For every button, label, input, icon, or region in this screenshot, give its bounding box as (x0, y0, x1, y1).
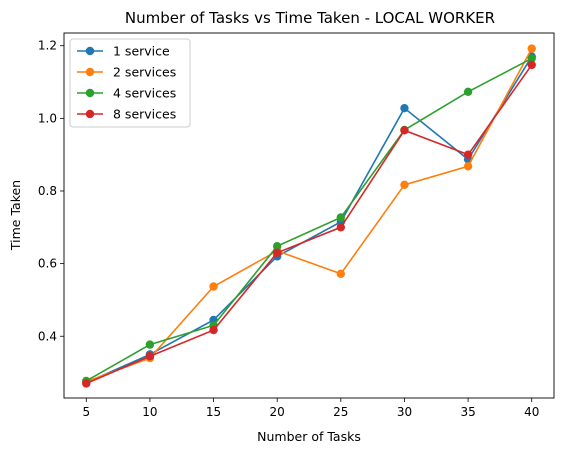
x-tick-label: 40 (524, 405, 539, 419)
data-point-4-services (464, 88, 472, 96)
y-tick-label: 0.4 (38, 329, 57, 343)
chart-title: Number of Tasks vs Time Taken - LOCAL WO… (125, 9, 495, 27)
x-tick-label: 25 (333, 405, 348, 419)
data-point-2-services (464, 162, 472, 170)
legend-label: 4 services (113, 86, 176, 101)
legend-label: 8 services (113, 107, 176, 122)
data-point-8-services (82, 379, 90, 387)
y-tick-label: 1.0 (38, 111, 57, 125)
data-point-8-services (337, 223, 345, 231)
x-tick-label: 35 (460, 405, 475, 419)
data-point-2-services (209, 282, 217, 290)
y-tick-label: 0.6 (38, 257, 57, 271)
data-point-1-service (400, 104, 408, 112)
legend: 1 service 2 services 4 services 8 services (70, 39, 190, 127)
data-point-8-services (400, 126, 408, 134)
x-tick-label: 20 (270, 405, 285, 419)
legend-label: 1 service (113, 44, 170, 59)
y-tick-label: 0.8 (38, 184, 57, 198)
data-point-2-services (337, 270, 345, 278)
x-tick-label: 5 (82, 405, 90, 419)
y-axis: 0.4 0.6 0.8 1.0 1.2 (38, 39, 64, 344)
legend-dot-marker (86, 68, 94, 76)
data-point-8-services (146, 352, 154, 360)
data-point-8-services (273, 249, 281, 257)
y-tick-label: 1.2 (38, 39, 57, 53)
legend-dot-marker (86, 47, 94, 55)
x-tick-label: 15 (206, 405, 221, 419)
legend-dot-marker (86, 110, 94, 118)
legend-dot-marker (86, 89, 94, 97)
data-point-2-services (528, 44, 536, 52)
x-tick-label: 10 (142, 405, 157, 419)
x-tick-label: 30 (397, 405, 412, 419)
data-point-4-services (337, 213, 345, 221)
x-axis: 5 10 15 20 25 30 35 40 (82, 398, 539, 419)
data-point-4-services (146, 340, 154, 348)
y-axis-label: Time Taken (8, 180, 23, 251)
data-point-2-services (400, 181, 408, 189)
x-axis-label: Number of Tasks (257, 429, 361, 444)
data-point-8-services (209, 326, 217, 334)
legend-label: 2 services (113, 65, 176, 80)
data-point-8-services (464, 150, 472, 158)
data-point-8-services (528, 61, 536, 69)
